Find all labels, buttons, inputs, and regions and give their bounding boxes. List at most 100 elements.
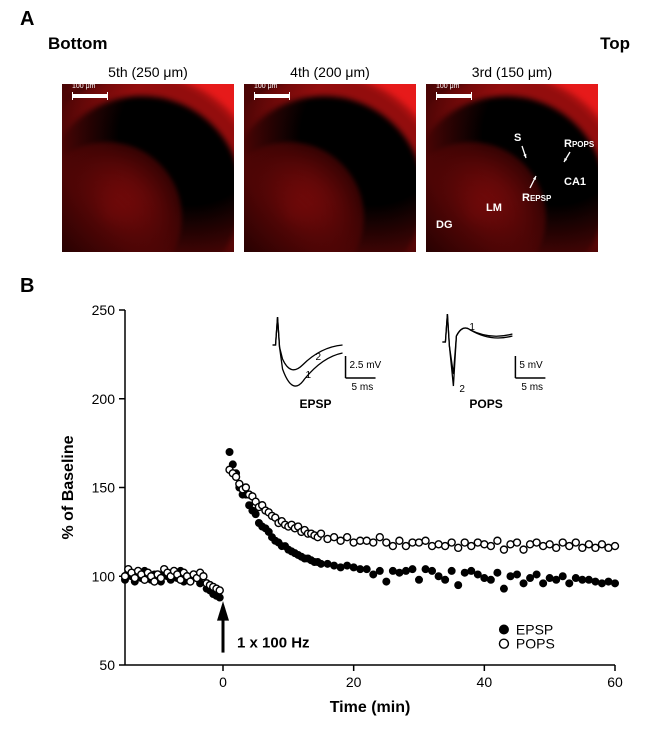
pops-point: [500, 546, 507, 553]
epsp-point: [540, 580, 547, 587]
epsp-point: [389, 567, 396, 574]
pops-point: [318, 530, 325, 537]
inset-epsp: 122.5 mV5 msEPSP: [273, 317, 382, 411]
svg-text:1 x 100 Hz: 1 x 100 Hz: [237, 634, 310, 651]
epsp-point: [416, 576, 423, 583]
epsp-point: [429, 567, 436, 574]
epsp-point: [216, 594, 223, 601]
pops-point: [612, 543, 619, 550]
epsp-point: [579, 576, 586, 583]
epsp-point: [605, 578, 612, 585]
epsp-point: [376, 567, 383, 574]
pops-point: [442, 543, 449, 550]
scale-bar-label: 100 μm: [72, 84, 96, 90]
pops-point: [233, 473, 240, 480]
svg-text:5 ms: 5 ms: [352, 382, 374, 393]
epsp-point: [527, 575, 534, 582]
svg-text:5 mV: 5 mV: [519, 360, 543, 371]
micrograph-image: 100 μmDGLMSCA1REPSPRPOPS: [426, 84, 598, 252]
svg-text:2: 2: [459, 384, 465, 395]
micrograph-title: 4th (200 μm): [290, 64, 370, 80]
pops-point: [141, 576, 148, 583]
epsp-point: [409, 566, 416, 573]
pops-point: [157, 575, 164, 582]
epsp-point: [507, 573, 514, 580]
pops-point: [487, 543, 494, 550]
epsp-point: [585, 576, 592, 583]
pops-point: [455, 544, 462, 551]
pops-point: [494, 537, 501, 544]
epsp-point: [514, 571, 521, 578]
pops-point: [122, 573, 129, 580]
epsp-point: [546, 575, 553, 582]
panel-a-label: A: [20, 8, 34, 31]
pops-point: [585, 541, 592, 548]
svg-text:POPS: POPS: [469, 397, 502, 411]
epsp-point: [331, 562, 338, 569]
epsp-point: [396, 569, 403, 576]
epsp-point: [357, 566, 364, 573]
pops-point: [468, 543, 475, 550]
pops-point: [177, 576, 184, 583]
epsp-point: [383, 578, 390, 585]
epsp-point: [572, 575, 579, 582]
scale-bar-label: 100 μm: [254, 84, 278, 90]
epsp-point: [422, 566, 429, 573]
chart-svg: 501001502002500204060Time (min)% of Base…: [55, 300, 630, 720]
epsp-point: [370, 571, 377, 578]
epsp-point: [344, 562, 351, 569]
epsp-point: [612, 580, 619, 587]
micrograph-image: 100 μm: [62, 84, 234, 252]
svg-text:60: 60: [607, 674, 623, 690]
pops-point: [187, 578, 194, 585]
epsp-point: [318, 560, 325, 567]
svg-text:POPS: POPS: [516, 636, 555, 652]
epsp-point: [252, 511, 259, 518]
pops-point: [216, 587, 223, 594]
panel-b-label: B: [20, 275, 34, 298]
epsp-point: [553, 576, 560, 583]
pops-point: [422, 537, 429, 544]
epsp-point: [448, 567, 455, 574]
epsp-point: [363, 566, 370, 573]
micrograph-image: 100 μm: [244, 84, 416, 252]
pops-point: [559, 539, 566, 546]
figure-root: A Bottom Top 5th (250 μm)100 μm4th (200 …: [0, 0, 650, 741]
pops-point: [242, 484, 249, 491]
epsp-point: [461, 569, 468, 576]
pops-point: [566, 543, 573, 550]
epsp-point: [337, 564, 344, 571]
epsp-point: [455, 582, 462, 589]
pops-point: [514, 539, 521, 546]
epsp-point: [442, 576, 449, 583]
pops-point: [396, 537, 403, 544]
scale-bar: [72, 94, 108, 98]
pops-point: [337, 537, 344, 544]
pops-point: [579, 544, 586, 551]
pops-point: [461, 539, 468, 546]
epsp-point: [226, 449, 233, 456]
epsp-point: [468, 567, 475, 574]
svg-text:40: 40: [477, 674, 493, 690]
svg-text:200: 200: [92, 391, 116, 407]
epsp-point: [520, 580, 527, 587]
epsp-point: [559, 573, 566, 580]
epsp-point: [592, 578, 599, 585]
pops-point: [383, 539, 390, 546]
epsp-point: [598, 580, 605, 587]
pops-point: [546, 541, 553, 548]
pops-point: [553, 544, 560, 551]
epsp-point: [474, 571, 481, 578]
pops-point: [151, 578, 158, 585]
pops-point: [533, 539, 540, 546]
micrograph-3th: 3rd (150 μm)100 μmDGLMSCA1REPSPRPOPS: [426, 64, 598, 252]
micrograph-5th: 5th (250 μm)100 μm: [62, 64, 234, 252]
epsp-point: [481, 575, 488, 582]
epsp-point: [402, 567, 409, 574]
epsp-point: [324, 560, 331, 567]
pops-point: [344, 534, 351, 541]
pops-point: [376, 534, 383, 541]
epsp-point: [533, 571, 540, 578]
scale-bar: [254, 94, 290, 98]
micrograph-4th: 4th (200 μm) 100 μm: [244, 64, 416, 252]
